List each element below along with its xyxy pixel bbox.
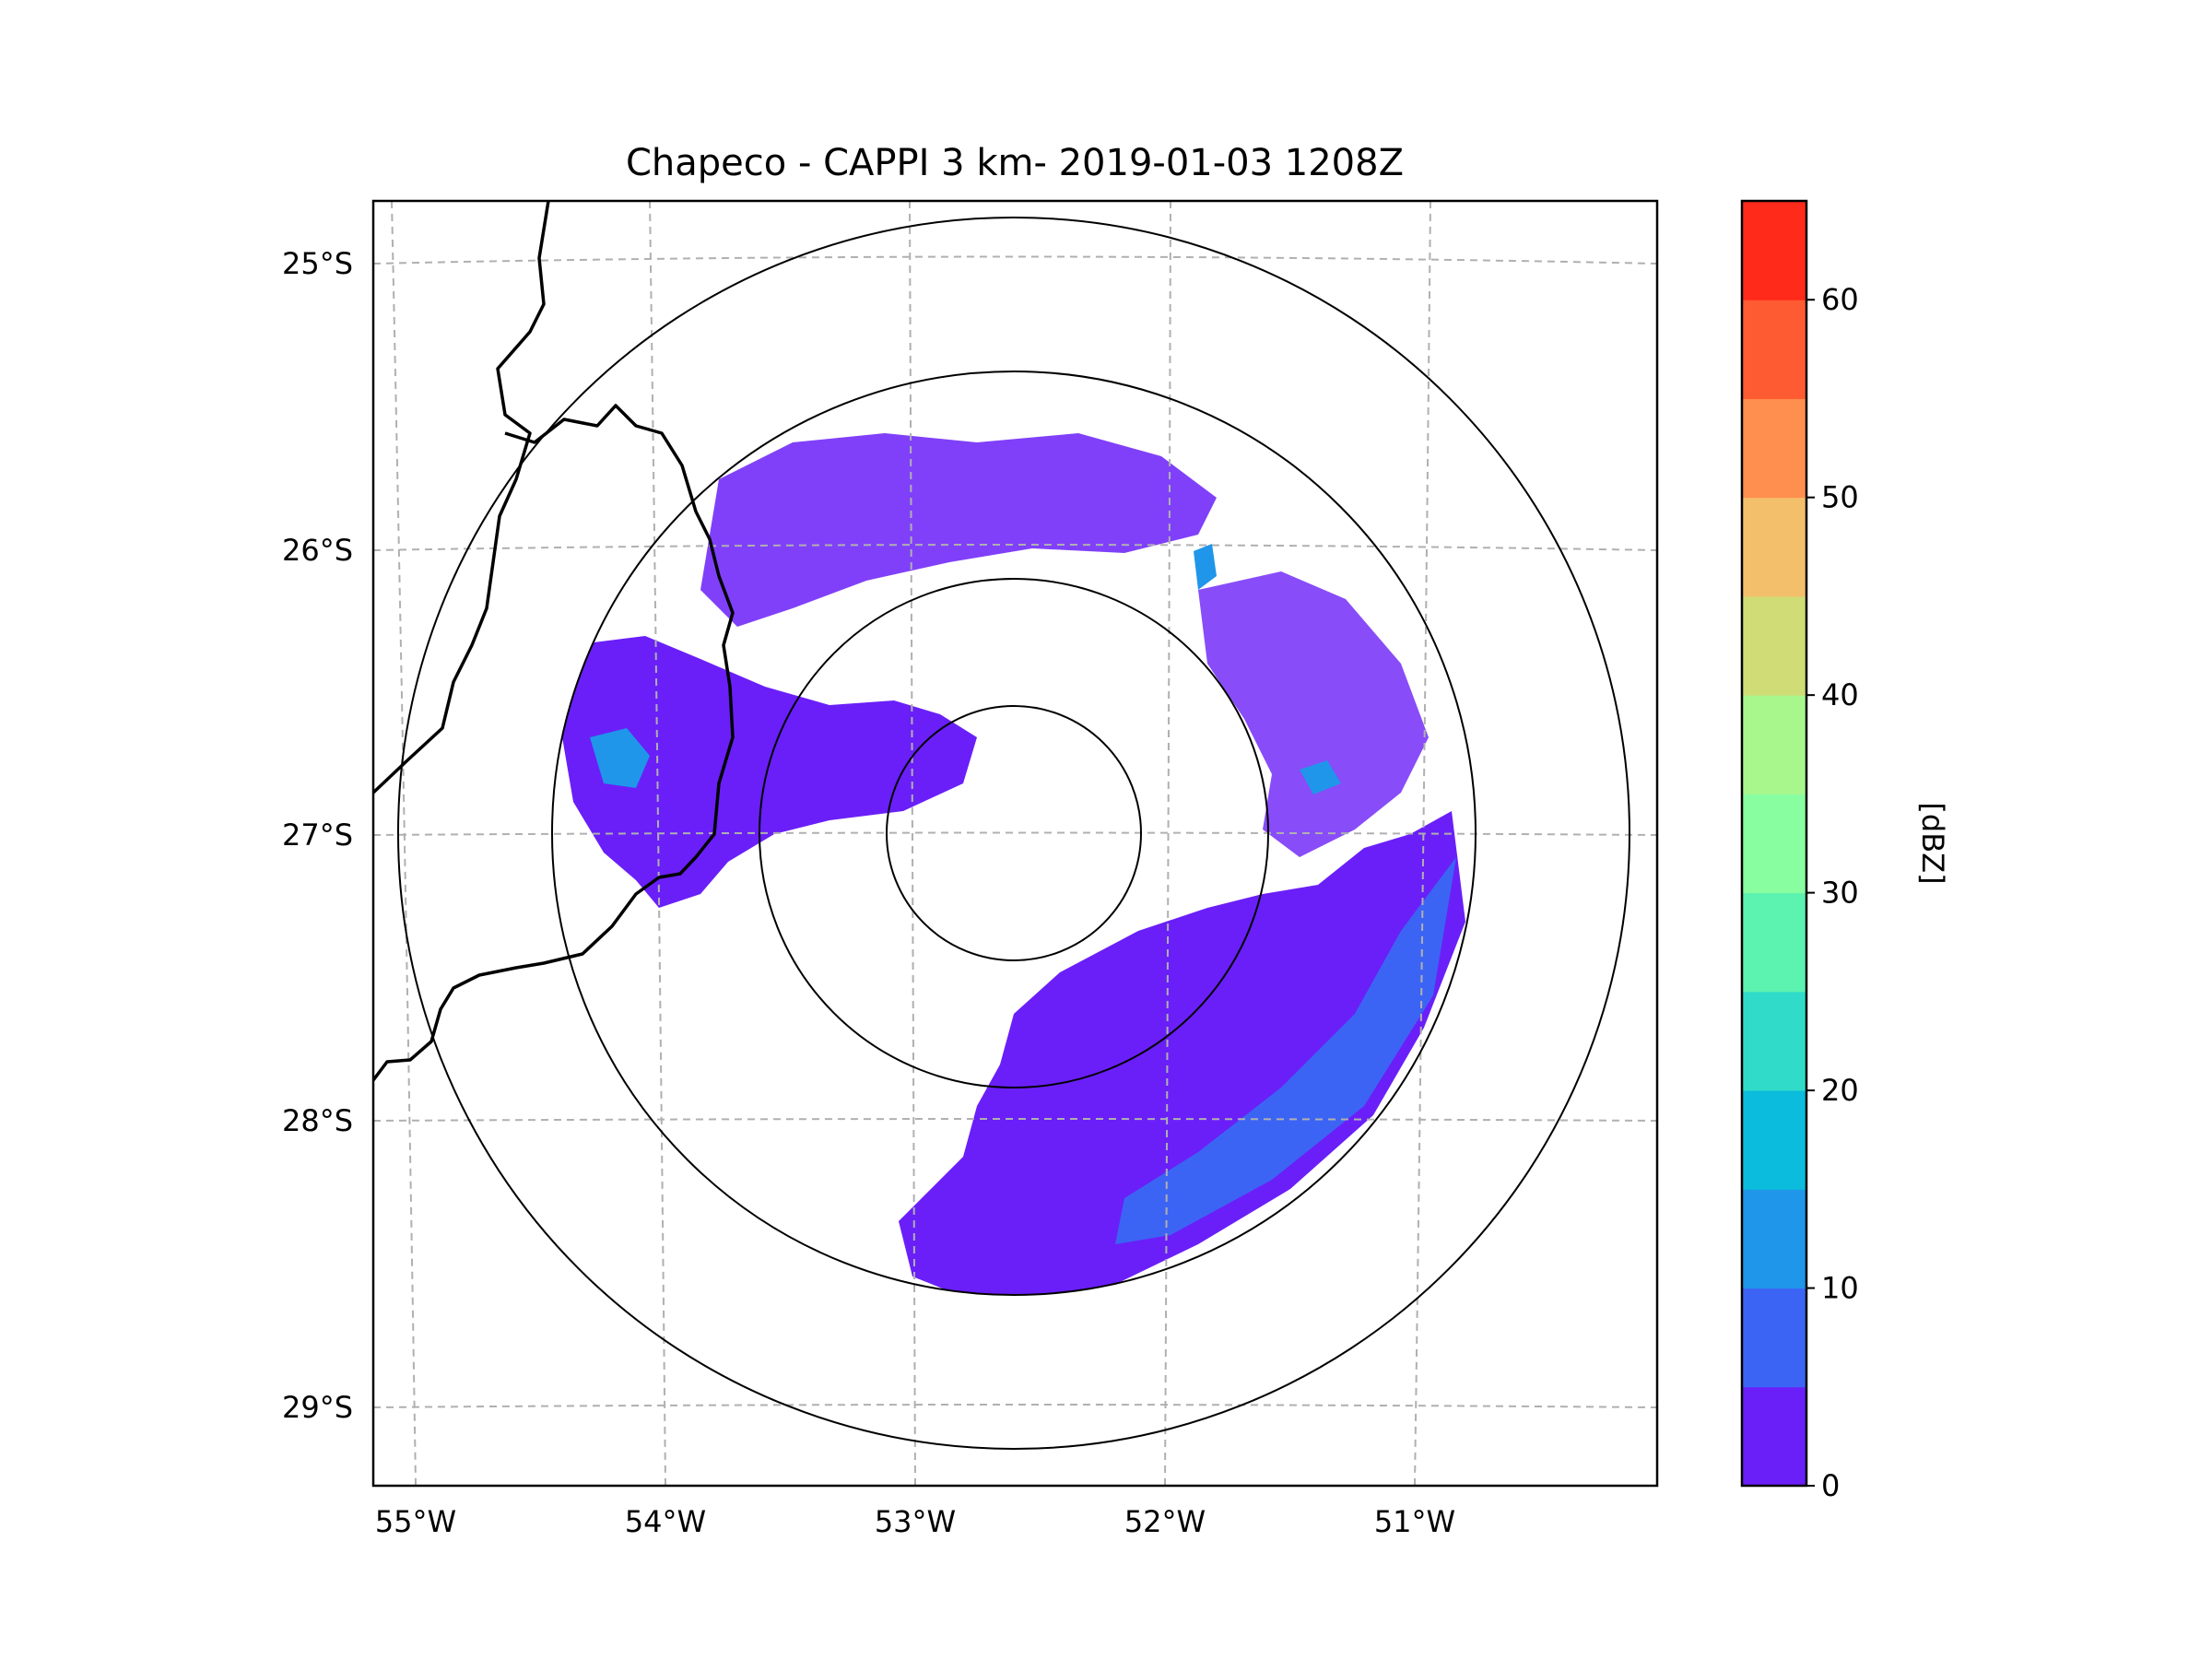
border-argentina-brazil bbox=[373, 201, 550, 794]
colorbar-band bbox=[1742, 595, 1806, 696]
y-tick-label: 29°S bbox=[282, 1390, 353, 1425]
colorbar-band bbox=[1742, 300, 1806, 399]
x-tick-label: 54°W bbox=[625, 1504, 706, 1539]
colorbar-label: [dBZ] bbox=[1915, 802, 1950, 884]
colorbar-tick-label: 30 bbox=[1821, 876, 1859, 911]
y-tick-label: 26°S bbox=[282, 533, 353, 568]
range-rings bbox=[397, 217, 1630, 1450]
x-tick-label: 51°W bbox=[1374, 1504, 1455, 1539]
echo-core-north bbox=[1194, 544, 1217, 590]
colorbar-band bbox=[1742, 497, 1806, 597]
colorbar-band bbox=[1742, 794, 1806, 894]
colorbar-bands bbox=[1742, 201, 1806, 1487]
echo-region-west bbox=[562, 636, 977, 908]
map-axes bbox=[371, 199, 1659, 1488]
colorbar-band bbox=[1742, 201, 1806, 300]
colorbar-tick-label: 20 bbox=[1821, 1073, 1859, 1108]
echo-region-north bbox=[700, 433, 1217, 627]
colorbar-tick-label: 10 bbox=[1821, 1271, 1859, 1306]
colorbar-band bbox=[1742, 892, 1806, 993]
colorbar-tick-label: 40 bbox=[1821, 677, 1859, 712]
echo-core-southeast bbox=[1115, 857, 1456, 1244]
colorbar-tick-label: 50 bbox=[1821, 480, 1859, 515]
x-tick-label: 55°W bbox=[375, 1504, 456, 1539]
echo-core-west bbox=[590, 728, 650, 788]
chart-title: Chapeco - CAPPI 3 km- 2019-01-03 1208Z bbox=[626, 142, 1404, 184]
colorbar-band bbox=[1742, 991, 1806, 1091]
range-ring-100km bbox=[759, 578, 1269, 1088]
x-tick-label: 52°W bbox=[1124, 1504, 1206, 1539]
echo-region-northeast bbox=[1198, 571, 1429, 857]
colorbar-band bbox=[1742, 1386, 1806, 1487]
colorbar-band bbox=[1742, 1090, 1806, 1190]
colorbar-band bbox=[1742, 1288, 1806, 1388]
colorbar-ticks: 0 10 20 30 40 50 60 bbox=[1806, 282, 1859, 1503]
y-tick-label: 25°S bbox=[282, 246, 353, 281]
colorbar-band bbox=[1742, 398, 1806, 499]
echo-region-southeast bbox=[899, 811, 1465, 1295]
colorbar: 0 10 20 30 40 50 60 [dBZ] bbox=[1740, 199, 1950, 1503]
colorbar-band bbox=[1742, 695, 1806, 794]
echo-layer bbox=[562, 433, 1465, 1295]
colorbar-tick-label: 0 bbox=[1821, 1468, 1840, 1503]
map-frame bbox=[371, 199, 1659, 1488]
range-ring-300km bbox=[397, 217, 1630, 1450]
colorbar-tick-label: 60 bbox=[1821, 282, 1859, 317]
colorbar-band bbox=[1742, 1189, 1806, 1289]
y-tick-labels: 25°S 26°S 27°S 28°S 29°S bbox=[282, 246, 353, 1425]
colorbar-frame bbox=[1740, 199, 1808, 1488]
range-ring-200km bbox=[551, 371, 1477, 1296]
x-tick-labels: 55°W 54°W 53°W 52°W 51°W bbox=[375, 1504, 1455, 1539]
range-ring-50km bbox=[886, 705, 1142, 961]
border-parana-state bbox=[373, 404, 735, 1082]
political-borders bbox=[373, 201, 735, 1082]
echo-core-east bbox=[1300, 760, 1341, 794]
y-tick-label: 28°S bbox=[282, 1103, 353, 1138]
y-tick-label: 27°S bbox=[282, 818, 353, 853]
x-tick-label: 53°W bbox=[875, 1504, 956, 1539]
